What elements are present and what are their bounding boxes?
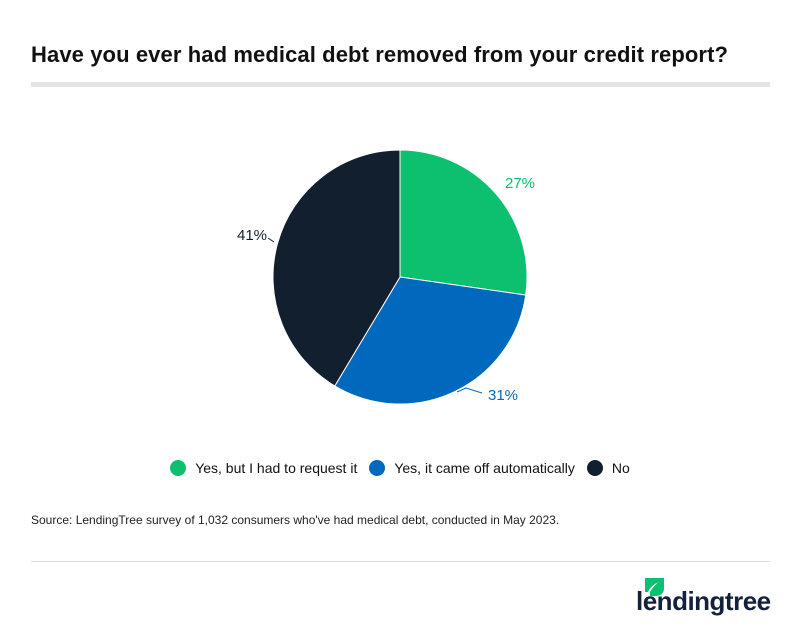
footer-divider	[31, 561, 770, 562]
legend-label: Yes, it came off automatically	[394, 460, 575, 476]
legend-label: No	[611, 460, 630, 476]
data-label: 41%	[237, 227, 267, 244]
legend-item-no: No	[586, 460, 630, 476]
data-label: 27%	[505, 175, 535, 192]
legend-swatch	[586, 460, 603, 476]
legend-item-request: Yes, but I had to request it	[170, 460, 357, 476]
data-label: 31%	[488, 387, 518, 404]
legend-swatch	[170, 460, 187, 476]
chart-title: Have you ever had medical debt removed f…	[31, 42, 729, 67]
legend: Yes, but I had to request it Yes, it cam…	[0, 460, 800, 476]
pie-slice	[272, 149, 401, 387]
legend-label: Yes, but I had to request it	[195, 460, 358, 476]
leaf-icon	[645, 578, 664, 596]
pie-slice	[399, 149, 528, 296]
pie-slice	[334, 276, 527, 405]
legend-swatch	[369, 460, 386, 476]
title-divider	[31, 82, 770, 87]
leader-line	[456, 387, 483, 394]
leader-line	[267, 237, 275, 243]
source-note: Source: LendingTree survey of 1,032 cons…	[31, 513, 560, 527]
pie-chart: 27% 31% 41%	[237, 149, 535, 405]
lendingtree-logo: lendingtree	[636, 586, 771, 616]
legend-item-automatic: Yes, it came off automatically	[369, 460, 575, 476]
